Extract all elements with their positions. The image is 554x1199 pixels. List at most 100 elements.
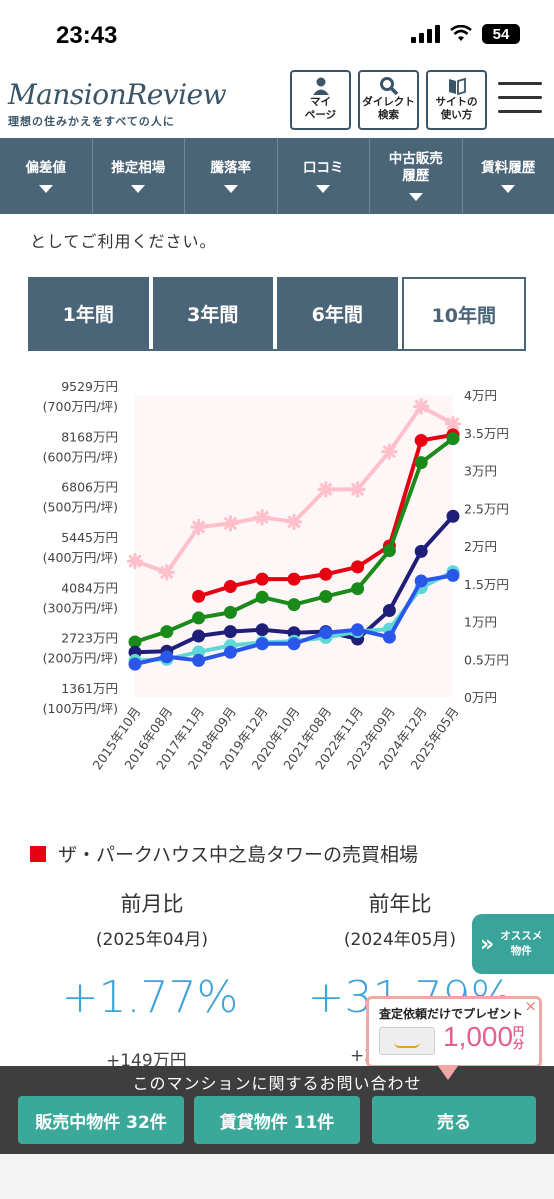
- how-to-use-label: サイトの 使い方: [435, 96, 478, 121]
- double-chevron-right-icon: »: [480, 931, 495, 957]
- y-left-tick-sublabel: (600万円/坪): [43, 449, 118, 464]
- data-point: [319, 626, 333, 640]
- data-point: [414, 574, 428, 588]
- nav-label: 騰落率: [210, 159, 252, 176]
- nav-item-reviews[interactable]: 口コミ: [278, 138, 370, 214]
- data-point: [446, 568, 460, 582]
- data-point: [158, 564, 175, 581]
- y-right-tick-label: 1万円: [464, 615, 497, 630]
- data-point: [287, 572, 301, 586]
- promo-banner[interactable]: 査定依頼だけでプレゼント × 1,000 円 分: [366, 996, 542, 1068]
- caret-down-icon: [38, 184, 53, 193]
- y-left-tick-sublabel: (400万円/坪): [43, 550, 118, 565]
- caret-down-icon: [408, 193, 423, 201]
- data-point: [413, 398, 430, 415]
- data-point: [192, 653, 206, 667]
- status-bar: 23:43 54: [0, 0, 554, 70]
- logo-text: MansionReview: [8, 78, 227, 111]
- gift-card-icon: [379, 1027, 435, 1055]
- close-icon[interactable]: ×: [524, 997, 537, 1015]
- rental-button[interactable]: 賃貸物件 11件: [194, 1096, 360, 1144]
- data-point: [319, 567, 333, 581]
- mom-value: +1.77%: [61, 972, 239, 1023]
- caret-down-icon: [501, 184, 516, 193]
- tab-3-years[interactable]: 3年間: [152, 277, 273, 349]
- y-left-tick-label: 8168万円: [61, 429, 118, 444]
- sell-button[interactable]: 売る: [372, 1096, 536, 1144]
- period-tabs: 1年間 3年間 6年間 10年間: [28, 277, 526, 351]
- data-point: [128, 657, 142, 671]
- wifi-icon: [450, 25, 472, 41]
- red-square-icon: [30, 845, 46, 862]
- nav-label: 偏差値: [25, 159, 67, 176]
- data-point: [446, 509, 460, 523]
- market-title: ザ・パークハウス中之島タワーの売買相場: [30, 840, 418, 867]
- price-chart: 9529万円 (700万円/坪) 8168万円 (600万円/坪) 6806万円 (500…: [0, 370, 554, 790]
- for-sale-button[interactable]: 販売中物件 32件: [18, 1096, 184, 1144]
- data-point: [287, 598, 301, 612]
- promo-pointer: [438, 1066, 458, 1080]
- nav-item-sales-history[interactable]: 中古販売 履歴: [370, 138, 463, 214]
- promo-unit: 円 分: [513, 1025, 524, 1051]
- tab-6-years[interactable]: 6年間: [277, 277, 398, 349]
- site-header: MansionReview 理想の住みかえをすべての人に マイ ページ ダイレク…: [0, 70, 554, 138]
- y-left-tick-sublabel: (100万円/坪): [43, 701, 118, 716]
- mypage-button[interactable]: マイ ページ: [290, 70, 351, 130]
- data-point: [414, 544, 428, 558]
- data-point: [317, 481, 334, 498]
- data-point: [254, 509, 271, 526]
- y-left-tick-sublabel: (500万円/坪): [43, 500, 118, 515]
- y-left-tick-label: 1361万円: [61, 681, 118, 696]
- status-icons: 54: [411, 24, 520, 44]
- y-right-tick-label: 4万円: [464, 388, 497, 403]
- nav-item-rent-history[interactable]: 賃料履歴: [463, 138, 554, 214]
- data-point: [445, 415, 461, 432]
- site-logo[interactable]: MansionReview 理想の住みかえをすべての人に: [8, 78, 227, 129]
- data-point: [223, 645, 237, 659]
- y-left-tick-sublabel: (300万円/坪): [43, 600, 118, 615]
- y-right-tick-label: 2万円: [464, 539, 497, 554]
- data-point: [446, 432, 460, 446]
- bottom-action-bar: このマンションに関するお問い合わせ 販売中物件 32件 賃貸物件 11件 売る: [0, 1066, 554, 1154]
- data-point: [160, 650, 174, 664]
- direct-search-label: ダイレクト 検索: [362, 96, 415, 121]
- data-point: [190, 519, 207, 536]
- data-point: [349, 481, 366, 498]
- person-icon: [312, 77, 329, 95]
- nav-item-hensachi[interactable]: 偏差値: [0, 138, 93, 214]
- book-icon: [448, 77, 466, 96]
- price-chart-svg: 9529万円 (700万円/坪) 8168万円 (600万円/坪) 6806万円 (500…: [43, 379, 509, 772]
- y-left-tick-label: 9529万円: [61, 379, 118, 394]
- yoy-period: (2024年05月): [343, 930, 457, 950]
- y-right-tick-label: 0.5万円: [464, 652, 509, 667]
- data-point: [286, 513, 302, 530]
- nav-item-change-rate[interactable]: 騰落率: [185, 138, 278, 214]
- data-point: [255, 637, 269, 651]
- hamburger-menu-icon[interactable]: [498, 82, 542, 116]
- tab-10-years[interactable]: 10年間: [401, 277, 526, 349]
- y-right-tick-label: 3.5万円: [464, 426, 509, 441]
- data-point: [287, 637, 301, 651]
- how-to-use-button[interactable]: サイトの 使い方: [426, 70, 487, 130]
- market-title-text: ザ・パークハウス中之島タワーの売買相場: [58, 844, 419, 866]
- data-point: [381, 443, 398, 460]
- mom-heading: 前月比: [120, 892, 184, 916]
- y-left-tick-label: 2723万円: [61, 631, 118, 646]
- status-time: 23:43: [56, 22, 118, 49]
- nav-label: 賃料履歴: [481, 159, 536, 176]
- recommended-properties-tab[interactable]: » オススメ 物件: [472, 914, 554, 974]
- signal-icon: [411, 25, 440, 43]
- caret-down-icon: [223, 184, 238, 193]
- promo-amount: 1,000: [443, 1021, 514, 1052]
- data-point: [223, 605, 237, 619]
- nav-item-estimated-price[interactable]: 推定相場: [93, 138, 185, 214]
- data-point: [351, 623, 365, 637]
- data-point: [255, 572, 269, 586]
- nav-label: 中古販売 履歴: [388, 151, 443, 184]
- data-point: [414, 456, 428, 470]
- search-icon: [379, 77, 398, 96]
- caret-down-icon: [316, 184, 331, 193]
- direct-search-button[interactable]: ダイレクト 検索: [358, 70, 419, 130]
- tab-1-year[interactable]: 1年間: [28, 277, 149, 349]
- data-point: [160, 625, 174, 639]
